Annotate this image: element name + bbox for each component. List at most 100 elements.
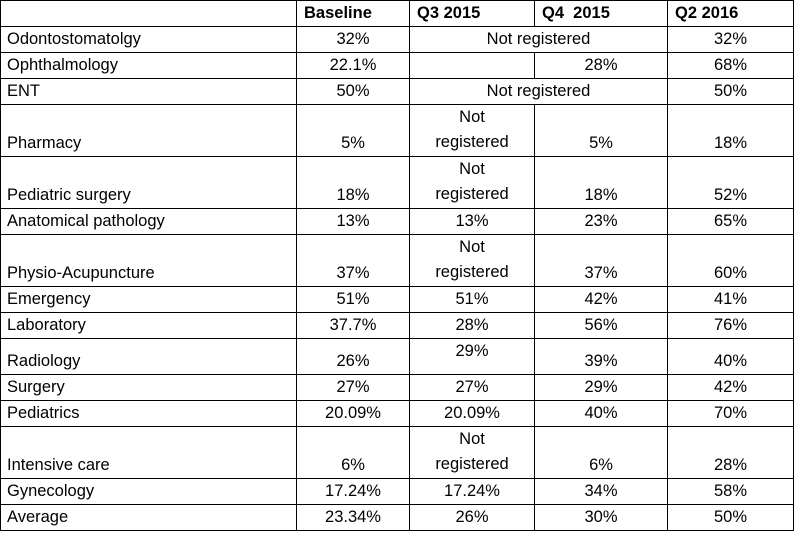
- cell-q3-2015: 26%: [409, 504, 535, 531]
- cell-q2-2016: 28%: [667, 426, 794, 479]
- cell-q4-2015: 28%: [534, 52, 668, 79]
- table-row: Pediatric surgery 18% Not registered 18% …: [0, 156, 794, 209]
- registered-text: registered: [435, 263, 509, 281]
- cell-baseline: 5%: [296, 104, 410, 157]
- cell-q2-2016: 50%: [667, 504, 794, 531]
- not-text: Not: [459, 108, 485, 126]
- row-label: Ophthalmology: [0, 52, 297, 79]
- cell-baseline: 17.24%: [296, 478, 410, 505]
- header-q3-2015: Q3 2015: [409, 0, 535, 27]
- cell-q2-2016: 50%: [667, 78, 794, 105]
- row-label: Odontostomatolgy: [0, 26, 297, 53]
- cell-q4-2015: 5%: [534, 104, 668, 157]
- registered-text: registered: [435, 185, 509, 203]
- cell-q4-2015: 23%: [534, 208, 668, 235]
- row-label: Intensive care: [0, 426, 297, 479]
- cell-not-registered: Not registered: [409, 156, 535, 209]
- not-text: Not: [459, 160, 485, 178]
- header-row: Baseline Q3 2015 Q4 2015 Q2 2016: [0, 0, 794, 27]
- cell-q2-2016: 32%: [667, 26, 794, 53]
- cell-baseline: 23.34%: [296, 504, 410, 531]
- not-text: Not: [459, 430, 485, 448]
- cell-baseline: 26%: [296, 338, 410, 375]
- cell-baseline: 18%: [296, 156, 410, 209]
- row-label: Surgery: [0, 374, 297, 401]
- cell-q4-2015: 42%: [534, 286, 668, 313]
- cell-q2-2016: 70%: [667, 400, 794, 427]
- cell-q4-2015: 37%: [534, 234, 668, 287]
- cell-baseline: 27%: [296, 374, 410, 401]
- table-row: Physio-Acupuncture 37% Not registered 37%…: [0, 234, 794, 287]
- cell-q3-2015: 20.09%: [409, 400, 535, 427]
- header-blank: [0, 0, 297, 27]
- cell-q3-2015: 29%: [409, 338, 535, 375]
- registered-text: registered: [435, 133, 509, 151]
- cell-baseline: 37.7%: [296, 312, 410, 339]
- cell-q3-2015: 13%: [409, 208, 535, 235]
- table-row: Radiology 26% 29% 39% 40%: [0, 338, 794, 375]
- cell-q4-2015: 29%: [534, 374, 668, 401]
- row-label: Gynecology: [0, 478, 297, 505]
- header-q2-2016: Q2 2016: [667, 0, 794, 27]
- cell-q2-2016: 41%: [667, 286, 794, 313]
- cell-q2-2016: 58%: [667, 478, 794, 505]
- cell-not-registered: Not registered: [409, 426, 535, 479]
- cell-baseline: 20.09%: [296, 400, 410, 427]
- cell-q2-2016: 76%: [667, 312, 794, 339]
- table-row: Laboratory 37.7% 28% 56% 76%: [0, 312, 794, 339]
- cell-baseline: 51%: [296, 286, 410, 313]
- not-text: Not: [459, 238, 485, 256]
- cell-not-registered: Not registered: [409, 26, 668, 53]
- table-row: ENT 50% Not registered 50%: [0, 78, 794, 105]
- table-row: Ophthalmology 22.1% 28% 68%: [0, 52, 794, 79]
- row-label: ENT: [0, 78, 297, 105]
- table-row: Emergency 51% 51% 42% 41%: [0, 286, 794, 313]
- cell-q2-2016: 65%: [667, 208, 794, 235]
- cell-q3-2015: [409, 52, 535, 79]
- row-label: Average: [0, 504, 297, 531]
- table-row: Pharmacy 5% Not registered 5% 18%: [0, 104, 794, 157]
- cell-q4-2015: 6%: [534, 426, 668, 479]
- row-label: Pediatrics: [0, 400, 297, 427]
- cell-q4-2015: 39%: [534, 338, 668, 375]
- cell-q4-2015: 40%: [534, 400, 668, 427]
- cell-q4-2015: 56%: [534, 312, 668, 339]
- cell-baseline: 50%: [296, 78, 410, 105]
- cell-q2-2016: 52%: [667, 156, 794, 209]
- header-q4-2015: Q4 2015: [534, 0, 668, 27]
- cell-baseline: 22.1%: [296, 52, 410, 79]
- cell-q3-2015: 27%: [409, 374, 535, 401]
- row-label: Radiology: [0, 338, 297, 375]
- cell-baseline: 6%: [296, 426, 410, 479]
- row-label: Pharmacy: [0, 104, 297, 157]
- header-baseline: Baseline: [296, 0, 410, 27]
- cell-q4-2015: 18%: [534, 156, 668, 209]
- row-label: Anatomical pathology: [0, 208, 297, 235]
- row-label: Pediatric surgery: [0, 156, 297, 209]
- cell-q2-2016: 40%: [667, 338, 794, 375]
- cell-q4-2015: 30%: [534, 504, 668, 531]
- cell-q2-2016: 68%: [667, 52, 794, 79]
- cell-q3-2015: 28%: [409, 312, 535, 339]
- table-row: Odontostomatolgy 32% Not registered 32%: [0, 26, 794, 53]
- cell-not-registered: Not registered: [409, 104, 535, 157]
- row-label: Emergency: [0, 286, 297, 313]
- cell-baseline: 13%: [296, 208, 410, 235]
- cell-q3-2015: 17.24%: [409, 478, 535, 505]
- cell-q4-2015: 34%: [534, 478, 668, 505]
- average-row: Average 23.34% 26% 30% 50%: [0, 504, 794, 531]
- table-row: Pediatrics 20.09% 20.09% 40% 70%: [0, 400, 794, 427]
- table-row: Surgery 27% 27% 29% 42%: [0, 374, 794, 401]
- registered-text: registered: [435, 455, 509, 473]
- cell-q2-2016: 42%: [667, 374, 794, 401]
- cell-not-registered: Not registered: [409, 234, 535, 287]
- cell-not-registered: Not registered: [409, 78, 668, 105]
- table-row: Gynecology 17.24% 17.24% 34% 58%: [0, 478, 794, 505]
- table-row: Anatomical pathology 13% 13% 23% 65%: [0, 208, 794, 235]
- cell-baseline: 37%: [296, 234, 410, 287]
- cell-q2-2016: 60%: [667, 234, 794, 287]
- cell-q3-2015: 51%: [409, 286, 535, 313]
- table-row: Intensive care 6% Not registered 6% 28%: [0, 426, 794, 479]
- cell-baseline: 32%: [296, 26, 410, 53]
